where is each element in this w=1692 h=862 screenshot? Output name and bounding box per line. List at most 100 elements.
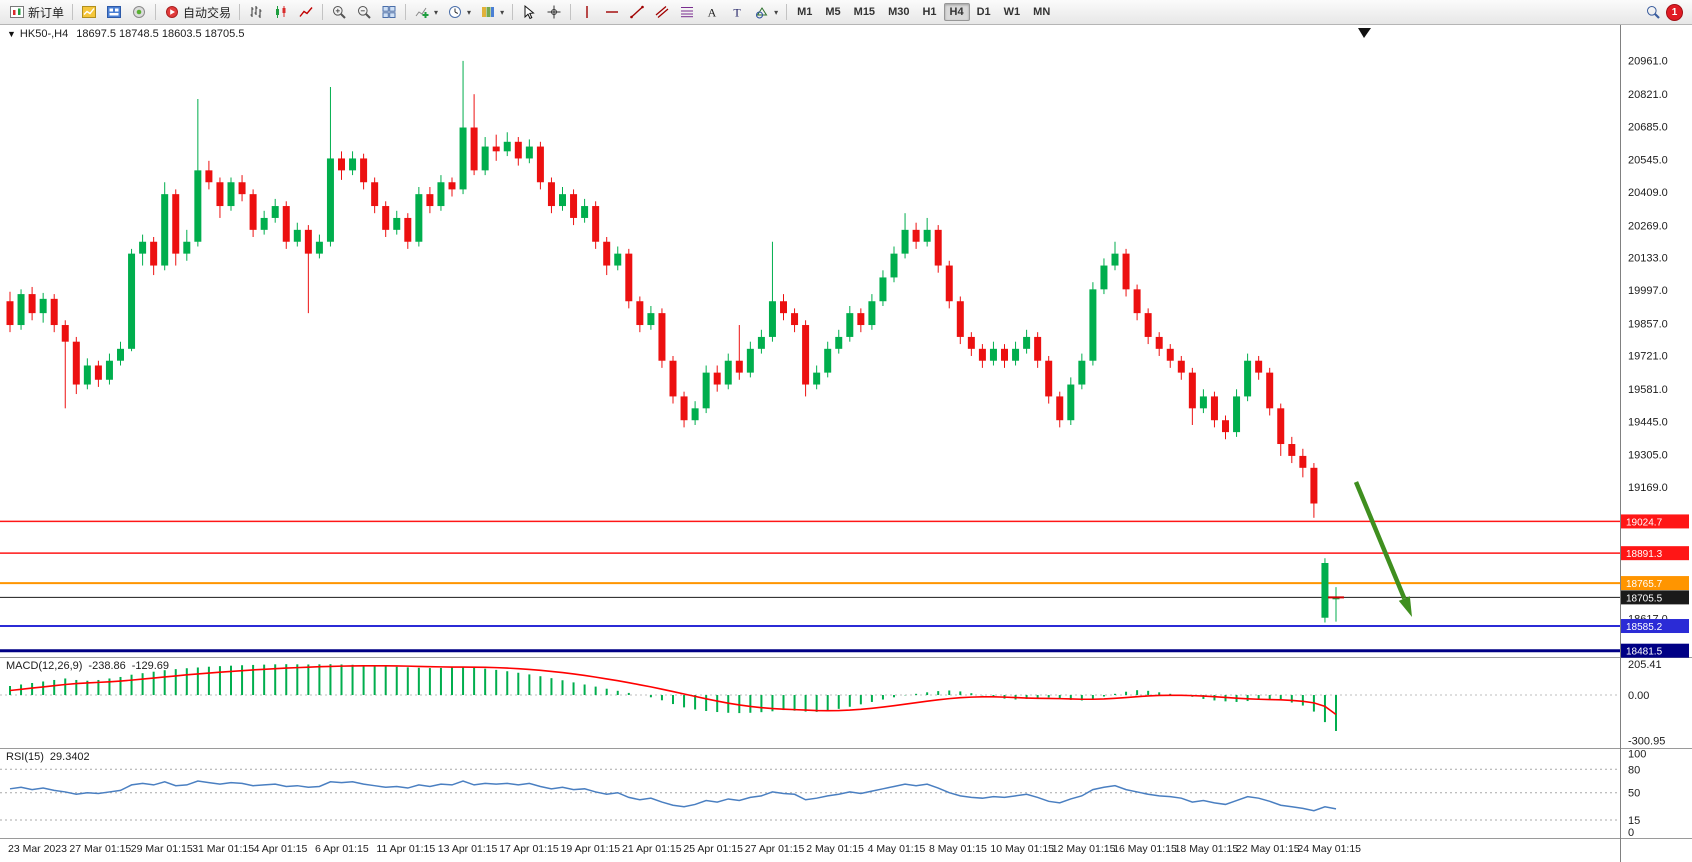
candle (271, 198, 279, 223)
time-axis[interactable] (0, 839, 1620, 862)
timeframe-m15-button[interactable]: M15 (848, 3, 881, 21)
trendline-button[interactable] (625, 2, 649, 22)
candle (846, 305, 854, 342)
candle (647, 305, 655, 330)
fibonacci-button[interactable] (675, 2, 699, 22)
label-button[interactable]: T (725, 2, 749, 22)
profiles-icon (106, 4, 122, 20)
candle (1100, 258, 1108, 295)
candle (437, 175, 445, 211)
tile-windows-button[interactable] (377, 2, 401, 22)
svg-text:50: 50 (1628, 788, 1640, 800)
candle (780, 294, 787, 321)
candle (1266, 367, 1274, 416)
candle (338, 151, 345, 180)
candle (614, 246, 622, 271)
price-tag-18585.2: 18585.2 (1621, 619, 1689, 634)
timeframe-m30-button[interactable]: M30 (882, 3, 915, 21)
timeframe-w1-button[interactable]: W1 (998, 3, 1027, 21)
candle (1199, 389, 1207, 414)
periods-button[interactable]: ▾ (443, 2, 475, 22)
svg-text:19445.0: 19445.0 (1628, 416, 1668, 428)
svg-text:18705.5: 18705.5 (1626, 593, 1663, 604)
svg-text:20821.0: 20821.0 (1628, 89, 1668, 101)
candle (293, 222, 301, 247)
horizontal-line-button[interactable] (600, 2, 624, 22)
toolbar-separator (155, 4, 157, 20)
channel-button[interactable] (650, 2, 674, 22)
svg-text:80: 80 (1628, 764, 1640, 776)
cursor-icon (521, 4, 537, 20)
zoom-out-button[interactable] (352, 2, 376, 22)
new-chart-button[interactable] (77, 2, 101, 22)
svg-text:0: 0 (1628, 827, 1634, 839)
candle (824, 341, 832, 378)
cursor-button[interactable] (517, 2, 541, 22)
timeframe-m1-button[interactable]: M1 (791, 3, 818, 21)
notification-badge[interactable]: 1 (1666, 3, 1683, 21)
svg-text:19997.0: 19997.0 (1628, 285, 1668, 297)
candle (658, 308, 666, 368)
macd-name: MACD(12,26,9) (6, 660, 83, 672)
toolbar-separator (322, 4, 324, 20)
crosshair-button[interactable] (542, 2, 566, 22)
candle (547, 177, 555, 214)
candlestick-button[interactable] (269, 2, 293, 22)
candle (1255, 355, 1263, 380)
bar-chart-button[interactable] (244, 2, 268, 22)
candle (1133, 284, 1141, 321)
chart-list-toggle-icon[interactable]: ▼ (7, 29, 16, 39)
timeframe-mn-button[interactable]: MN (1027, 3, 1056, 21)
candle (636, 296, 644, 333)
price-tag-18705.5: 18705.5 (1621, 590, 1689, 605)
candle (459, 60, 467, 195)
candle (978, 344, 986, 368)
templates-button[interactable]: ▾ (476, 2, 508, 22)
svg-text:18765.7: 18765.7 (1626, 579, 1663, 590)
timeframe-h4-button[interactable]: H4 (943, 3, 970, 21)
candle (1177, 355, 1185, 380)
text-button[interactable]: A (700, 2, 724, 22)
search-button[interactable] (1641, 2, 1665, 22)
candle (503, 132, 511, 157)
chevron-down-icon: ▾ (774, 7, 779, 17)
price-tag-18891.3: 18891.3 (1621, 546, 1689, 561)
candle (94, 360, 102, 387)
candle (393, 210, 401, 235)
svg-text:19 Apr 01:15: 19 Apr 01:15 (561, 843, 621, 855)
toolbar-separator (405, 4, 407, 20)
time-axis-labels: 23 Mar 202327 Mar 01:1529 Mar 01:1531 Ma… (8, 843, 1361, 855)
timeframe-m5-button[interactable]: M5 (819, 3, 846, 21)
candle (105, 353, 113, 385)
macd-signal-value: -129.69 (131, 660, 170, 672)
new-order-button[interactable]: 新订单 (5, 2, 68, 22)
refresh-button[interactable] (127, 2, 151, 22)
candle (1188, 367, 1196, 425)
svg-text:18 May 01:15: 18 May 01:15 (1175, 843, 1239, 855)
svg-text:15: 15 (1628, 815, 1640, 827)
candle (360, 153, 368, 190)
trend-arrow[interactable] (1353, 481, 1407, 600)
vertical-line-button[interactable] (575, 2, 599, 22)
timeframe-h1-button[interactable]: H1 (916, 3, 942, 21)
candle (570, 189, 578, 226)
candle (945, 260, 953, 309)
timeframe-d1-button[interactable]: D1 (971, 3, 997, 21)
price-axis[interactable] (1620, 24, 1692, 862)
candle (349, 151, 357, 176)
shapes-button[interactable]: ▾ (750, 2, 782, 22)
svg-text:205.41: 205.41 (1628, 659, 1662, 671)
line-chart-button[interactable] (294, 2, 318, 22)
svg-text:20685.0: 20685.0 (1628, 121, 1668, 133)
indicators-button[interactable]: ▾ (410, 2, 442, 22)
svg-text:27 Apr 01:15: 27 Apr 01:15 (745, 843, 805, 855)
profiles-button[interactable] (102, 2, 126, 22)
zoom-out-icon (356, 4, 372, 20)
svg-text:T: T (733, 6, 741, 20)
candle (470, 94, 478, 176)
trend-arrow-head[interactable] (1398, 596, 1412, 617)
zoom-in-button[interactable] (327, 2, 351, 22)
autotrading-button[interactable]: 自动交易 (160, 2, 235, 22)
candle (139, 234, 147, 266)
